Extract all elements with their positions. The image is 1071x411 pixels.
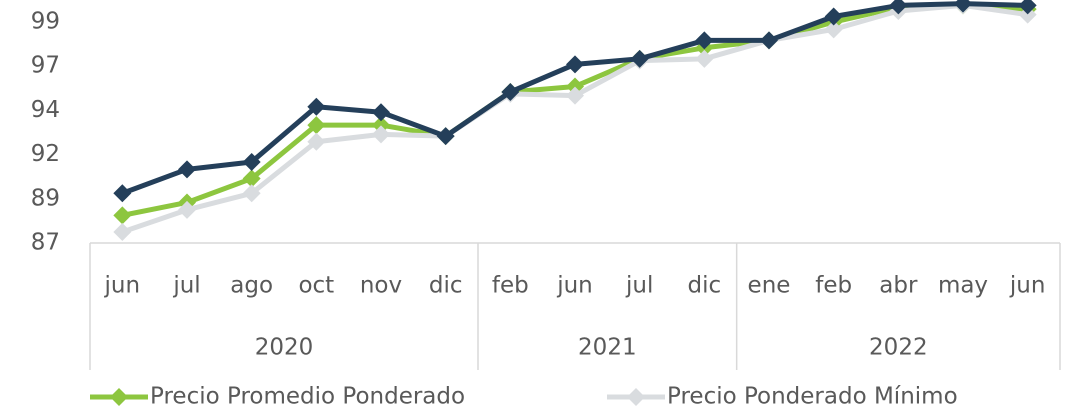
data-point [372,103,390,122]
data-point [566,55,584,74]
data-point [501,82,520,101]
data-point [178,160,196,179]
data-point [889,0,908,15]
data-point [242,152,261,171]
legend-marker [627,388,645,406]
x-tick-label: ene [748,273,791,299]
series-line [121,2,1029,235]
x-tick-label: jun [1009,273,1046,299]
data-point [1018,0,1037,15]
data-point [307,132,326,151]
data-point [695,31,714,50]
data-point [695,49,714,68]
x-tick-label: feb [492,273,529,299]
x-tick-label: may [938,273,988,299]
y-tick-label: 94 [31,97,60,123]
x-tick-label: jul [172,273,200,299]
y-tick-label: 89 [31,185,60,211]
data-point [113,222,132,241]
x-tick-label: abr [879,273,918,299]
x-tick-label: feb [815,273,852,299]
data-point [824,7,843,26]
x-tick-label: jun [104,273,141,299]
data-point [372,116,390,135]
legend-label: Precio Promedio Ponderado [150,384,465,410]
data-point [307,116,326,135]
data-point [824,20,843,39]
y-tick-label: 92 [31,141,60,167]
y-tick-label: 99 [31,9,60,35]
legend-marker [110,388,128,406]
x-tick-label: dic [429,273,463,299]
data-point [242,169,261,188]
data-point [436,127,455,146]
data-point [242,184,261,203]
y-tick-label: 97 [31,53,60,79]
x-tick-label: jul [625,273,653,299]
x-tick-label: oct [298,273,334,299]
data-point [566,86,584,105]
series-line [121,2,1028,218]
y-tick-label: 87 [31,230,60,256]
data-point [630,49,649,68]
data-point [307,97,326,116]
data-point [372,125,390,144]
x-tick-label: ago [230,273,273,299]
data-point [113,206,132,225]
data-point [954,0,972,13]
data-point [113,184,132,203]
legend-label: Precio Ponderado Mínimo [667,384,958,410]
group-label: 2022 [869,335,928,361]
data-point [178,200,196,219]
group-label: 2021 [578,335,637,361]
data-point [1018,5,1037,24]
x-tick-label: nov [360,273,402,299]
x-tick-label: jun [556,273,593,299]
x-tick-label: dic [688,273,722,299]
data-point [760,31,778,50]
group-label: 2020 [255,335,314,361]
